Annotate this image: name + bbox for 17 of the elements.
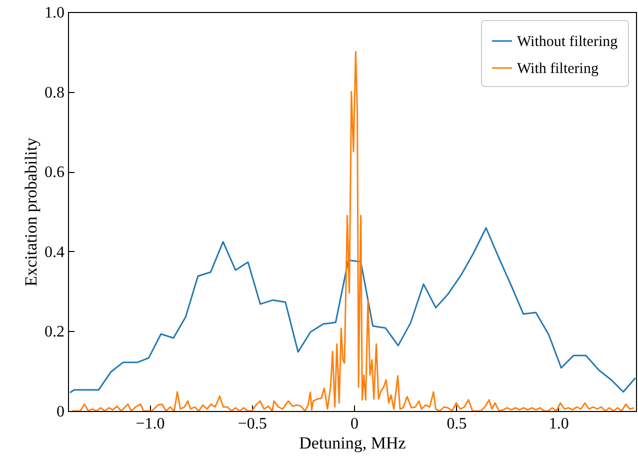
line-series: [69, 227, 636, 394]
y-tick-label: 0.8: [44, 84, 64, 102]
y-tick-label: 0.2: [44, 324, 64, 341]
x-tick-label: −1.0: [136, 416, 165, 432]
x-tick-label: 1.0: [548, 416, 569, 432]
line-series: [71, 51, 635, 411]
y-tick-label: 0.4: [44, 244, 64, 261]
legend-label: With filtering: [517, 61, 599, 77]
x-tick-label: −0.5: [238, 416, 267, 432]
legend-label: Without filtering: [517, 34, 618, 50]
y-tick-label: 0.6: [44, 164, 64, 182]
y-tick-label: 0: [56, 404, 64, 420]
x-tick-label: 0: [350, 416, 359, 432]
x-tick-label: 0.5: [446, 416, 467, 432]
y-axis-title: Excitation probability: [22, 137, 40, 286]
y-tick-label: 1.0: [44, 4, 64, 22]
x-axis-title: Detuning, MHz: [299, 434, 406, 452]
